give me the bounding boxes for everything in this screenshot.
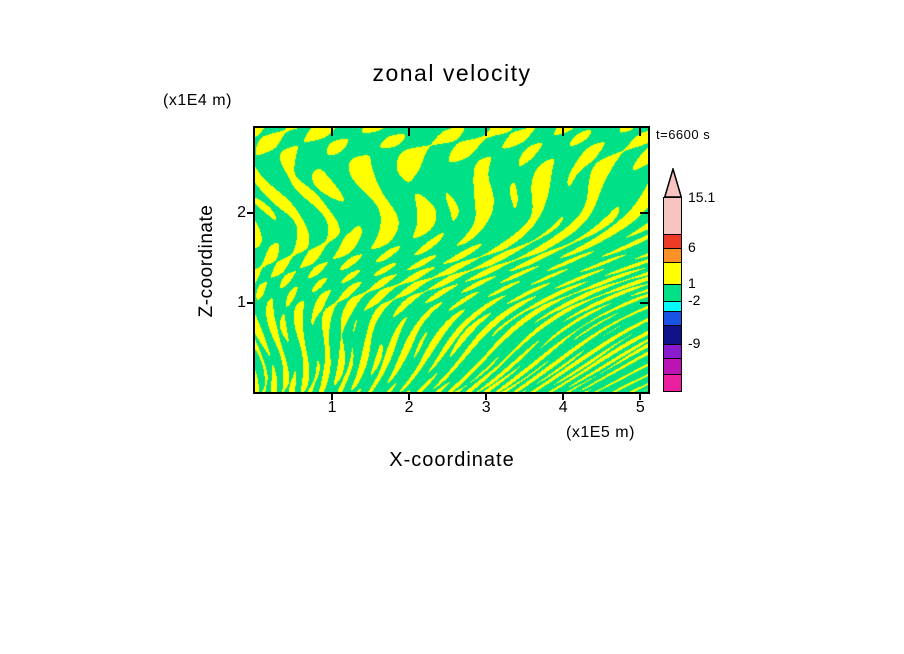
tick-mark	[639, 392, 642, 400]
y-axis-label: Z-coordinate	[196, 204, 217, 318]
tick-mark	[408, 392, 411, 400]
y-axis-unit-label: (x1E4 m)	[163, 92, 232, 109]
colorbar-segment	[664, 234, 681, 248]
tick-mark	[247, 212, 255, 215]
colorbar-tick-label: -9	[688, 334, 701, 351]
colorbar-tick-label: 1	[688, 275, 696, 292]
velocity-field-canvas	[255, 128, 648, 392]
x-tick-label: 1	[327, 399, 337, 416]
colorbar-segment	[664, 344, 681, 358]
colorbar-tick-label: 15.1	[688, 189, 716, 205]
x-tick-label: 5	[635, 399, 645, 416]
tick-mark	[640, 301, 648, 304]
x-tick-labels: 1 2 3 4 5	[255, 399, 648, 419]
tick-mark	[485, 128, 488, 136]
y-tick-label: 2	[237, 204, 246, 222]
x-axis-unit-label: (x1E5 m)	[566, 424, 635, 441]
colorbar-segment	[664, 284, 681, 301]
tick-mark	[331, 128, 334, 136]
colorbar-segment	[664, 262, 681, 284]
tick-mark	[562, 392, 565, 400]
x-axis-label: X-coordinate	[389, 449, 515, 471]
y-tick-label: 1	[237, 293, 246, 311]
tick-mark	[247, 301, 255, 304]
tick-mark	[639, 128, 642, 136]
colorbar-segment	[664, 198, 681, 234]
x-tick-label: 3	[481, 399, 491, 416]
x-tick-label: 2	[404, 399, 414, 416]
colorbar-segments	[663, 197, 682, 392]
colorbar-arrow-shape	[663, 168, 683, 198]
chart-title: zonal velocity	[372, 60, 532, 86]
colorbar-segment	[664, 374, 681, 391]
colorbar-tick-label: 6	[688, 238, 696, 255]
x-tick-label: 4	[558, 399, 568, 416]
colorbar-tick-label: -2	[688, 292, 701, 309]
colorbar-segment	[664, 301, 681, 311]
colorbar-arrow-tip	[663, 168, 683, 198]
colorbar-segment	[664, 248, 681, 262]
tick-mark	[562, 128, 565, 136]
colorbar-segment	[664, 358, 681, 374]
colorbar-segment	[664, 325, 681, 344]
colorbar-labels: 15.1 6 1 -2 -9	[688, 189, 738, 397]
tick-mark	[408, 128, 411, 136]
tick-mark	[485, 392, 488, 400]
plot-wrap	[247, 126, 650, 400]
colorbar-segment	[664, 311, 681, 325]
time-annotation: t=6600 s	[656, 127, 711, 142]
tick-mark	[640, 212, 648, 215]
tick-mark	[331, 392, 334, 400]
